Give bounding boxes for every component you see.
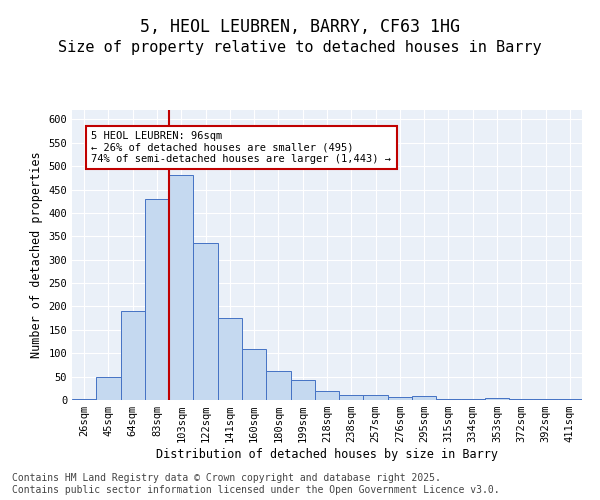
Bar <box>533 398 558 400</box>
Bar <box>193 244 218 400</box>
Bar <box>169 176 193 400</box>
Text: Contains HM Land Registry data © Crown copyright and database right 2025.
Contai: Contains HM Land Registry data © Crown c… <box>12 474 500 495</box>
Bar <box>558 399 582 400</box>
Bar <box>461 399 485 400</box>
Bar <box>412 396 436 400</box>
Bar <box>509 399 533 400</box>
Bar <box>121 311 145 400</box>
Bar <box>72 398 96 400</box>
Bar <box>218 318 242 400</box>
Y-axis label: Number of detached properties: Number of detached properties <box>30 152 43 358</box>
Bar <box>145 199 169 400</box>
Text: 5 HEOL LEUBREN: 96sqm
← 26% of detached houses are smaller (495)
74% of semi-det: 5 HEOL LEUBREN: 96sqm ← 26% of detached … <box>91 131 391 164</box>
Bar <box>290 380 315 400</box>
X-axis label: Distribution of detached houses by size in Barry: Distribution of detached houses by size … <box>156 448 498 461</box>
Bar <box>364 396 388 400</box>
Bar <box>436 398 461 400</box>
Bar <box>315 390 339 400</box>
Bar <box>242 348 266 400</box>
Bar <box>485 398 509 400</box>
Text: Size of property relative to detached houses in Barry: Size of property relative to detached ho… <box>58 40 542 55</box>
Bar <box>388 396 412 400</box>
Bar <box>266 371 290 400</box>
Text: 5, HEOL LEUBREN, BARRY, CF63 1HG: 5, HEOL LEUBREN, BARRY, CF63 1HG <box>140 18 460 36</box>
Bar <box>96 376 121 400</box>
Bar <box>339 396 364 400</box>
